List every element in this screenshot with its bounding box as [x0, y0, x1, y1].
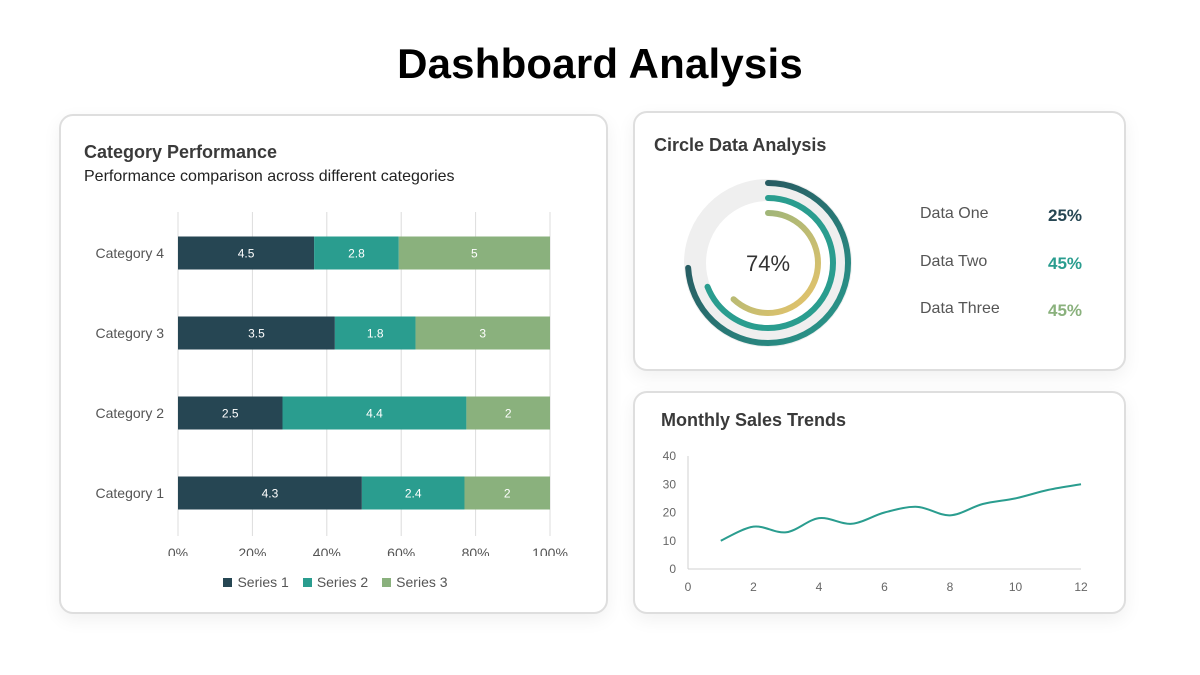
bar-x-tick-label: 20% [238, 545, 266, 556]
ring-arc [700, 195, 836, 331]
line-y-tick-label: 20 [663, 506, 677, 520]
bar-category-label: Category 4 [96, 245, 165, 261]
bar-x-tick-label: 0% [168, 545, 188, 556]
bar-legend-item: Series 3 [382, 574, 448, 590]
bar-segment [282, 396, 467, 430]
bar-legend-item: Series 1 [223, 574, 289, 590]
circle-legend-value: 45% [1048, 254, 1083, 273]
bar-segment [361, 476, 465, 510]
bar-data-label: 3 [479, 327, 486, 341]
bar-segment [314, 236, 399, 270]
bar-data-label: 2.8 [348, 247, 365, 261]
line-x-tick-label: 12 [1074, 580, 1088, 594]
bar-segment [178, 236, 315, 270]
line-y-tick-label: 0 [669, 562, 676, 576]
legend-swatch [302, 577, 312, 587]
bar-segment [178, 396, 283, 430]
bar-data-label: 1.8 [367, 327, 384, 341]
ring-arc [715, 210, 821, 316]
line-x-tick-label: 10 [1009, 580, 1023, 594]
sales-line [720, 483, 1082, 542]
bar-data-label: 4.5 [238, 247, 255, 261]
bar-data-label: 2.4 [405, 487, 422, 501]
legend-swatch [223, 577, 233, 587]
bar-segment [466, 396, 550, 430]
bar-data-label: 4.4 [366, 407, 383, 421]
bar-legend-item: Series 2 [302, 574, 369, 590]
line-y-tick-label: 30 [663, 477, 677, 491]
bar-segment [398, 236, 550, 270]
legend-label: Series 3 [396, 574, 448, 590]
bar-segment [334, 316, 416, 350]
bar-x-tick-label: 80% [462, 545, 490, 556]
bar-x-tick-label: 60% [387, 545, 415, 556]
category-card-title: Category Performance [84, 142, 278, 162]
ring-center-label: 74% [746, 251, 790, 276]
bar-segment [464, 476, 550, 510]
page-title: Dashboard Analysis [397, 40, 803, 87]
monthly-card-title: Monthly Sales Trends [661, 410, 847, 430]
bar-data-label: 2 [505, 407, 512, 421]
line-x-tick-label: 2 [750, 580, 757, 594]
line-y-tick-label: 10 [663, 534, 677, 548]
bar-data-label: 4.3 [262, 487, 279, 501]
circle-legend-label: Data Two [920, 253, 988, 270]
circle-legend-value: 45% [1048, 301, 1083, 320]
bar-data-label: 2 [504, 487, 511, 501]
category-card-subtitle: Performance comparison across different … [84, 168, 455, 185]
bar-segment [178, 316, 335, 350]
bar-category-label: Category 3 [96, 325, 165, 341]
bar-legend: Series 1 Series 2 Series 3 [61, 574, 610, 590]
line-x-tick-label: 8 [947, 580, 954, 594]
bar-x-tick-label: 100% [532, 545, 568, 556]
circle-legend-label: Data Three [920, 300, 1000, 317]
legend-label: Series 1 [237, 574, 289, 590]
bar-data-label: 5 [471, 247, 478, 261]
bar-category-label: Category 1 [96, 485, 165, 501]
bar-segment [415, 316, 550, 350]
category-performance-card: Category Performance Performance compari… [59, 114, 608, 614]
circle-legend-value: 25% [1048, 206, 1083, 225]
circle-legend-label: Data One [920, 205, 989, 222]
bar-segment [178, 476, 362, 510]
monthly-sales-card: Monthly Sales Trends 0 10 20 30 40 0 2 4 6 8 10 12 [633, 391, 1126, 614]
stacked-bar-chart: 0% 20% 40% 60% 80% 100% 4.3 2.4 2 Category 1 2.5 4.… [96, 212, 568, 556]
ring-track [684, 179, 852, 347]
circle-card-title: Circle Data Analysis [654, 135, 827, 155]
ring-chart: 74% [684, 179, 852, 347]
legend-label: Series 2 [316, 574, 369, 590]
ring-arc [685, 180, 851, 346]
bar-data-label: 3.5 [248, 327, 265, 341]
line-chart: 0 10 20 30 40 0 2 4 6 8 10 12 [663, 449, 1088, 594]
bar-x-tick-label: 40% [313, 545, 341, 556]
bar-data-label: 2.5 [222, 407, 239, 421]
line-x-tick-label: 6 [881, 580, 888, 594]
line-x-tick-label: 0 [685, 580, 692, 594]
legend-swatch [382, 577, 392, 587]
bar-category-label: Category 2 [96, 405, 165, 421]
line-x-tick-label: 4 [816, 580, 823, 594]
line-y-tick-label: 40 [663, 449, 677, 463]
circle-data-card: Circle Data Analysis 74% Data One 25% Data… [633, 111, 1126, 371]
